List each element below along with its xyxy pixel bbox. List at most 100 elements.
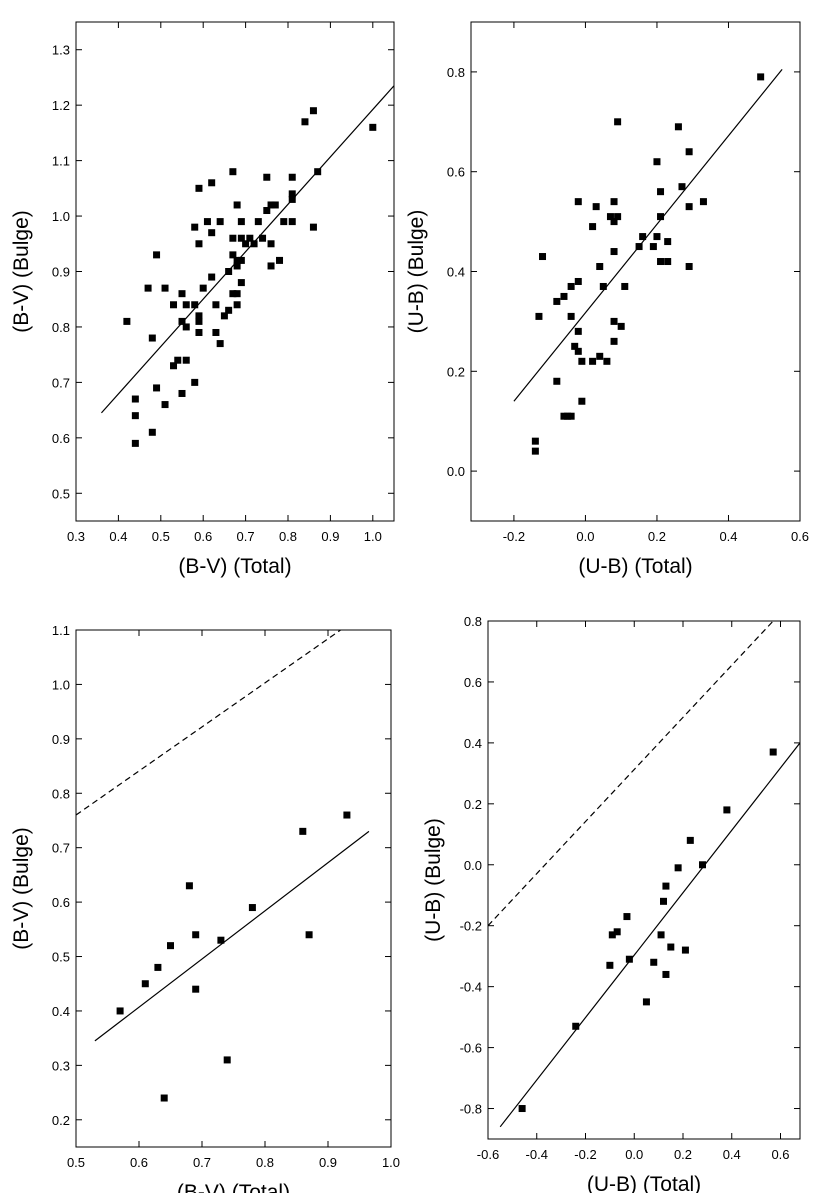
data-point [237, 256, 245, 264]
y-tick-labels: 0.2 0.3 0.4 0.5 0.6 0.7 0.8 0.9 1.0 1.1 [52, 623, 70, 1128]
data-point [237, 234, 245, 242]
data-point [182, 356, 190, 364]
data-points [116, 811, 351, 1102]
data-points [123, 107, 377, 447]
data-point [662, 970, 670, 978]
y-tick-label: 1.3 [52, 43, 70, 58]
data-point [225, 306, 233, 314]
data-point [246, 234, 254, 242]
data-point [229, 168, 237, 176]
y-tick-label: 0.2 [447, 364, 465, 379]
data-point [553, 377, 561, 385]
data-point [212, 328, 220, 336]
plot-frame [75, 629, 392, 1148]
data-point [229, 251, 237, 259]
x-tick-label: 0.6 [791, 529, 809, 544]
data-point [305, 931, 313, 939]
data-point [610, 317, 618, 325]
x-tick-label: 1.0 [382, 1155, 400, 1170]
data-point [610, 248, 618, 256]
data-point [309, 107, 317, 115]
panel-bottom-right: -0.6 -0.4 -0.2 0.0 0.2 0.4 0.6 -0.8-0.6-0.4-0.… [422, 614, 801, 1193]
data-point [343, 811, 351, 819]
data-point [685, 148, 693, 156]
tick-marks [75, 22, 394, 521]
y-tick-label: -0.8 [460, 1102, 482, 1117]
y-tick-label: 0.9 [52, 732, 70, 747]
data-point [191, 223, 199, 231]
data-point [606, 213, 614, 221]
data-point [623, 913, 631, 921]
data-point [170, 301, 178, 309]
x-tick-label: -0.2 [503, 529, 525, 544]
plot-frame [75, 21, 395, 522]
data-point [217, 936, 225, 944]
data-point [259, 234, 267, 242]
data-point [178, 317, 186, 325]
data-point [263, 207, 271, 215]
data-point [574, 327, 582, 335]
x-tick-label: 0.4 [109, 529, 127, 544]
y-tick-label: 0.7 [52, 375, 70, 390]
data-point [539, 253, 547, 261]
data-point [174, 356, 182, 364]
x-tick-label: 1.0 [364, 529, 382, 544]
x-tick-label: -0.4 [526, 1147, 548, 1162]
y-tick-label: 0.6 [52, 895, 70, 910]
data-point [148, 428, 156, 436]
fit-line [100, 85, 394, 414]
data-point [660, 897, 667, 905]
x-axis-label: (U-B) (Total) [587, 1173, 701, 1193]
data-point [223, 1056, 231, 1064]
x-tick-label: 0.0 [625, 1147, 643, 1162]
x-tick-labels: -0.2 0.0 0.2 0.4 0.6 [503, 529, 809, 544]
y-tick-label: 1.1 [52, 154, 70, 169]
data-point [610, 337, 618, 345]
data-point [567, 412, 575, 420]
data-point [578, 357, 586, 365]
y-tick-label: 1.0 [52, 677, 70, 692]
y-tick-label: 0.8 [52, 320, 70, 335]
data-point [649, 243, 657, 251]
y-tick-label: 0.4 [52, 1004, 70, 1019]
y-tick-label: 0.8 [52, 786, 70, 801]
data-point [153, 384, 161, 392]
data-point [195, 240, 203, 248]
data-point [567, 312, 575, 320]
data-point [685, 263, 693, 271]
data-point [560, 292, 568, 300]
data-point [596, 263, 604, 271]
data-point [160, 1094, 168, 1102]
data-point [191, 301, 199, 309]
data-point [237, 279, 245, 287]
data-point [233, 301, 241, 309]
y-tick-label: 0.9 [52, 265, 70, 280]
data-point [199, 284, 207, 292]
y-axis-label: (U-B) (Bulge) [405, 210, 428, 334]
data-point [161, 284, 169, 292]
data-point [229, 234, 237, 242]
data-point [141, 980, 149, 988]
y-tick-label: 1.0 [52, 209, 70, 224]
x-tick-label: 0.7 [193, 1155, 211, 1170]
data-point [154, 963, 162, 971]
x-tick-label: 0.5 [67, 1155, 85, 1170]
data-point [518, 1105, 526, 1113]
x-tick-label: -0.2 [574, 1147, 596, 1162]
data-point [564, 412, 572, 420]
data-point [642, 998, 650, 1006]
plot-frame [487, 620, 801, 1140]
x-tick-labels: 0.5 0.6 0.7 0.8 0.9 1.0 [67, 1155, 400, 1170]
data-point [592, 203, 600, 211]
data-point [131, 412, 139, 420]
data-point [625, 955, 633, 963]
data-point [610, 198, 618, 206]
data-point [254, 218, 262, 226]
data-point [639, 233, 647, 241]
y-tick-label: 0.7 [52, 841, 70, 856]
data-point [531, 447, 539, 455]
data-point [723, 806, 731, 814]
data-point [233, 290, 241, 298]
data-point [664, 258, 672, 266]
